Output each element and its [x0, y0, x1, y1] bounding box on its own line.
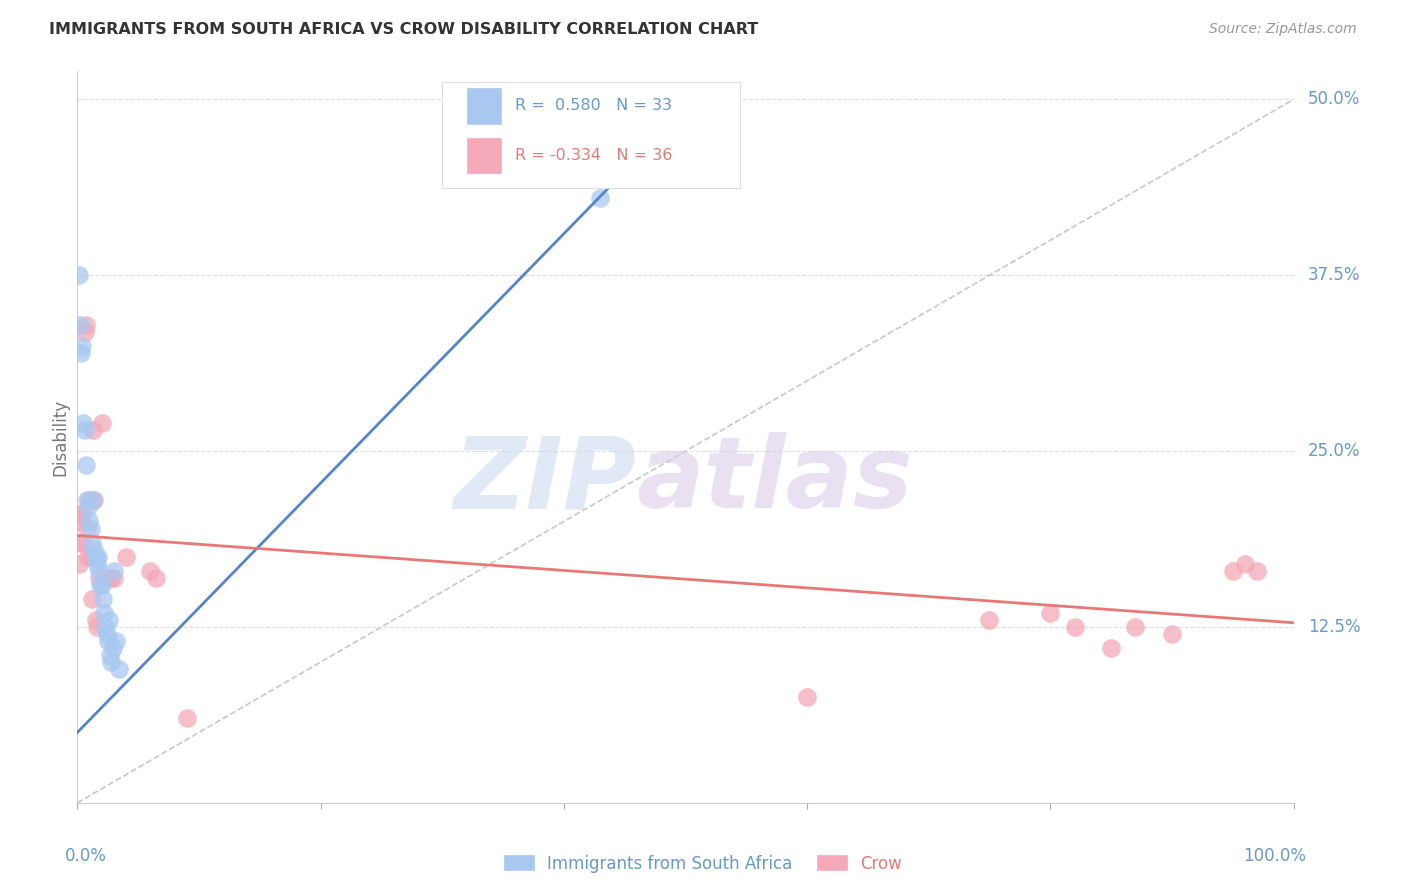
Text: Source: ZipAtlas.com: Source: ZipAtlas.com: [1209, 22, 1357, 37]
Point: [1222, 564, 1244, 578]
Point: [100, 571, 122, 585]
Point: [1125, 620, 1147, 634]
Point: [139, 564, 162, 578]
FancyBboxPatch shape: [467, 137, 501, 173]
Point: [77, 500, 100, 515]
Point: [79, 515, 101, 529]
Point: [1246, 564, 1268, 578]
Point: [103, 564, 125, 578]
Point: [72, 416, 94, 430]
Point: [76, 521, 98, 535]
Point: [97, 634, 120, 648]
Point: [83, 542, 105, 557]
Text: 25.0%: 25.0%: [1308, 442, 1361, 460]
Text: R =  0.580   N = 33: R = 0.580 N = 33: [515, 98, 672, 113]
Point: [70, 345, 93, 359]
Point: [93, 606, 115, 620]
Point: [77, 549, 100, 564]
Point: [75, 318, 97, 332]
Point: [90, 578, 112, 592]
Point: [103, 571, 125, 585]
Point: [69, 508, 91, 522]
Point: [98, 648, 121, 662]
Point: [115, 549, 138, 564]
Point: [82, 423, 104, 437]
Point: [69, 318, 91, 332]
Point: [100, 655, 122, 669]
Point: [73, 325, 96, 339]
Point: [1233, 557, 1256, 571]
Point: [176, 711, 198, 725]
Point: [97, 613, 120, 627]
Point: [79, 493, 101, 508]
FancyBboxPatch shape: [441, 82, 740, 188]
Point: [101, 641, 124, 656]
Text: atlas: atlas: [637, 433, 914, 530]
Text: 100.0%: 100.0%: [1243, 847, 1306, 864]
Point: [76, 493, 98, 508]
Point: [1161, 627, 1184, 641]
Legend: Immigrants from South Africa, Crow: Immigrants from South Africa, Crow: [496, 848, 910, 880]
Y-axis label: Disability: Disability: [51, 399, 69, 475]
Point: [67, 515, 90, 529]
Point: [1063, 620, 1085, 634]
Point: [107, 662, 129, 676]
Text: 50.0%: 50.0%: [1308, 90, 1361, 109]
Point: [70, 508, 93, 522]
Point: [80, 591, 103, 606]
Point: [82, 493, 104, 508]
Point: [84, 613, 107, 627]
Point: [84, 549, 107, 564]
Point: [67, 557, 90, 571]
FancyBboxPatch shape: [467, 88, 501, 123]
Point: [73, 423, 96, 437]
Point: [96, 627, 118, 641]
Point: [796, 690, 818, 705]
Point: [87, 549, 110, 564]
Point: [1099, 641, 1122, 656]
Point: [89, 571, 111, 585]
Point: [86, 557, 108, 571]
Point: [70, 339, 93, 353]
Point: [105, 634, 128, 648]
Point: [94, 620, 117, 634]
Point: [86, 620, 108, 634]
Point: [145, 571, 167, 585]
Point: [97, 571, 120, 585]
Text: 0.0%: 0.0%: [65, 847, 107, 864]
Text: R = -0.334   N = 36: R = -0.334 N = 36: [515, 148, 672, 163]
Point: [979, 613, 1001, 627]
Text: 37.5%: 37.5%: [1308, 267, 1361, 285]
Point: [89, 564, 111, 578]
Point: [589, 191, 612, 205]
Point: [80, 549, 103, 564]
Point: [80, 535, 103, 549]
Point: [90, 416, 112, 430]
Text: IMMIGRANTS FROM SOUTH AFRICA VS CROW DISABILITY CORRELATION CHART: IMMIGRANTS FROM SOUTH AFRICA VS CROW DIS…: [49, 22, 758, 37]
Text: ZIP: ZIP: [454, 433, 637, 530]
Point: [80, 521, 103, 535]
Point: [83, 493, 105, 508]
Point: [67, 268, 90, 283]
Text: 12.5%: 12.5%: [1308, 618, 1361, 636]
Point: [75, 458, 97, 473]
Point: [91, 591, 114, 606]
Point: [1039, 606, 1062, 620]
Point: [72, 535, 94, 549]
Point: [70, 535, 93, 549]
Point: [89, 578, 111, 592]
